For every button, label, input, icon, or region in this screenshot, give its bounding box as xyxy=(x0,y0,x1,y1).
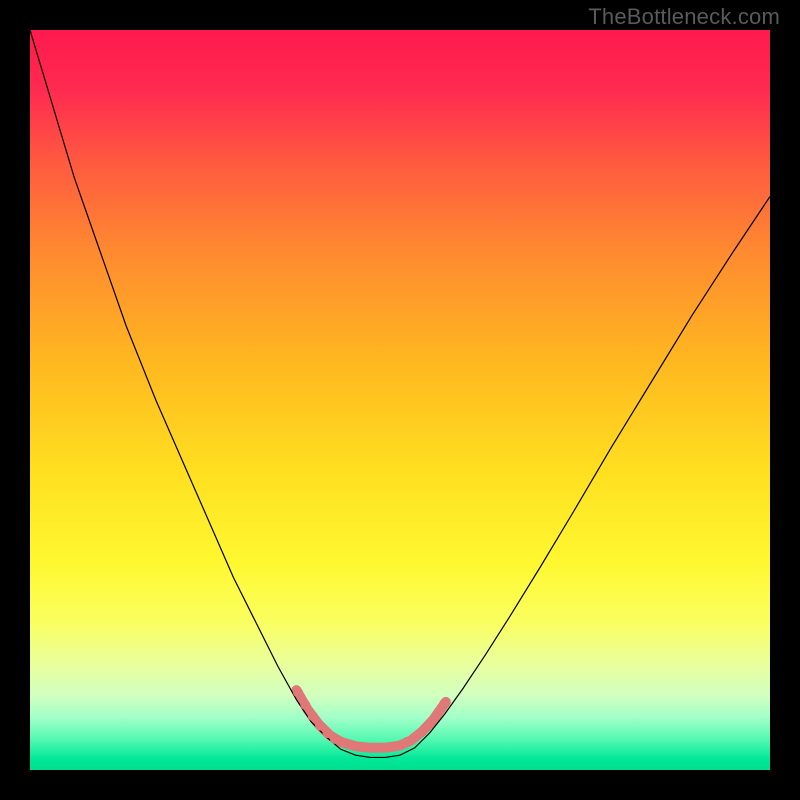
watermark-text: TheBottleneck.com xyxy=(588,4,780,30)
bottleneck-chart xyxy=(30,30,770,770)
chart-curves xyxy=(30,30,770,770)
